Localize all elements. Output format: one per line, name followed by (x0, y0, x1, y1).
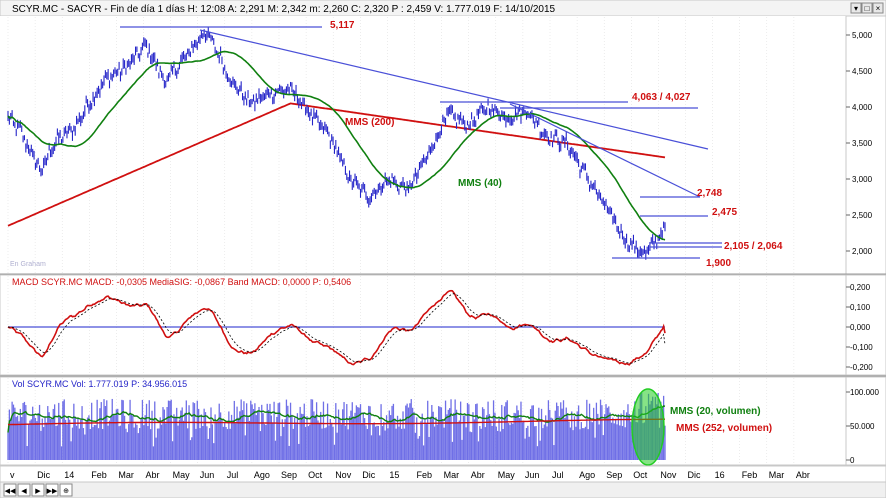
nav-button[interactable] (17, 483, 31, 497)
nav-button[interactable] (31, 483, 45, 497)
x-tick-label: Mar (769, 470, 785, 480)
x-tick-label: Jun (525, 470, 540, 480)
window-control[interactable] (861, 2, 873, 14)
x-tick-label: 14 (64, 470, 74, 480)
x-tick-label: Sep (281, 470, 297, 480)
watermark: En Graham (10, 261, 46, 268)
window-control-label: □ (865, 4, 870, 13)
macd-signal-line (7, 293, 666, 364)
x-tick-label: 16 (715, 470, 725, 480)
annotation-resistance: 4,063 / 4,027 (632, 92, 691, 103)
x-tick-label: May (498, 470, 516, 480)
macd-tick-label: 0,100 (850, 303, 871, 312)
volume-tick-label: 100.000 (850, 388, 879, 397)
annotation-support: 2,105 / 2,064 (724, 241, 783, 252)
price-panel[interactable] (0, 16, 846, 274)
annotation-low: 1,900 (706, 258, 731, 269)
x-tick-label: Ago (579, 470, 595, 480)
x-tick-label: Feb (417, 470, 433, 480)
chart-title: SCYR.MC - SACYR - Fin de día 1 días H: 1… (12, 4, 556, 15)
x-tick-label: Abr (471, 470, 485, 480)
volume-tick-label: 0 (850, 456, 855, 465)
x-tick-label: Abr (796, 470, 810, 480)
nav-button-label: ⊕ (63, 488, 69, 495)
x-tick-label: Sep (606, 470, 622, 480)
price-tick-label: 4,000 (852, 103, 873, 112)
annotation-2475: 2,475 (712, 207, 737, 218)
window-control-label: ▾ (854, 4, 858, 13)
x-tick-label: Mar (444, 470, 460, 480)
x-tick-label: Dic (688, 470, 701, 480)
window-control[interactable] (872, 2, 884, 14)
macd-tick-label: -0,100 (850, 343, 873, 352)
nav-bar (0, 481, 886, 498)
trendline-secondary (509, 103, 701, 198)
vol-mms252-line (8, 418, 665, 426)
volume-header: Vol SCYR.MC Vol: 1.777.019 P: 34.956.015 (12, 379, 187, 389)
volume-axis (845, 376, 886, 466)
price-tick-label: 3,500 (852, 139, 873, 148)
x-tick-label: Abr (146, 470, 160, 480)
price-tick-label: 2,500 (852, 211, 873, 220)
legend-vol-mms252: MMS (252, volumen) (676, 423, 772, 434)
mms200-line (7, 102, 666, 227)
x-tick-label: Jul (552, 470, 564, 480)
x-tick-label: Ago (254, 470, 270, 480)
mms40-line (7, 50, 666, 241)
price-tick-label: 2,000 (852, 247, 873, 256)
x-tick-label: Oct (633, 470, 648, 480)
annotation-2748: 2,748 (697, 188, 722, 199)
legend-vol-mms20: MMS (20, volumen) (670, 406, 761, 417)
x-tick-label: Mar (118, 470, 134, 480)
macd-header: MACD SCYR.MC MACD: -0,0305 MediaSIG: -0,… (12, 277, 351, 287)
macd-axis (845, 274, 886, 376)
macd-line (7, 289, 666, 366)
x-tick-label: Nov (335, 470, 352, 480)
nav-button-label: ◀ (21, 488, 27, 495)
nav-button[interactable] (3, 483, 17, 497)
x-tick-label: Nov (660, 470, 677, 480)
macd-tick-label: 0,000 (850, 323, 871, 332)
x-tick-label: Dic (37, 470, 50, 480)
trendline-main (199, 29, 709, 150)
x-tick-label: 15 (389, 470, 399, 480)
x-tick-label: Dic (362, 470, 375, 480)
nav-button[interactable] (59, 483, 73, 497)
annotation-peak: 5,117 (330, 20, 355, 31)
x-tick-label: Jul (227, 470, 239, 480)
x-tick-label: v (10, 470, 15, 480)
x-tick-label: May (173, 470, 191, 480)
annotation-mms200: MMS (200) (345, 117, 394, 128)
x-tick-label: Jun (200, 470, 215, 480)
x-tick-label: Feb (91, 470, 107, 480)
price-tick-label: 4,500 (852, 67, 873, 76)
x-tick-label: Feb (742, 470, 758, 480)
price-tick-label: 3,000 (852, 175, 873, 184)
nav-button[interactable] (45, 483, 59, 497)
window-control-label: × (876, 4, 881, 13)
nav-button-label: ▶ (35, 488, 41, 495)
window-control[interactable] (850, 2, 862, 14)
macd-tick-label: 0,200 (850, 283, 871, 292)
x-tick-label: Oct (308, 470, 323, 480)
price-axis (845, 15, 886, 275)
annotation-mms40: MMS (40) (458, 178, 502, 189)
macd-tick-label: -0,200 (850, 363, 873, 372)
nav-button-label: ▶▶ (47, 488, 58, 495)
macd-panel[interactable] (0, 274, 847, 376)
volume-tick-label: 50.000 (850, 422, 875, 431)
nav-button-label: ◀◀ (5, 488, 16, 495)
price-tick-label: 5,000 (852, 31, 873, 40)
highlight-ellipse (631, 388, 665, 466)
